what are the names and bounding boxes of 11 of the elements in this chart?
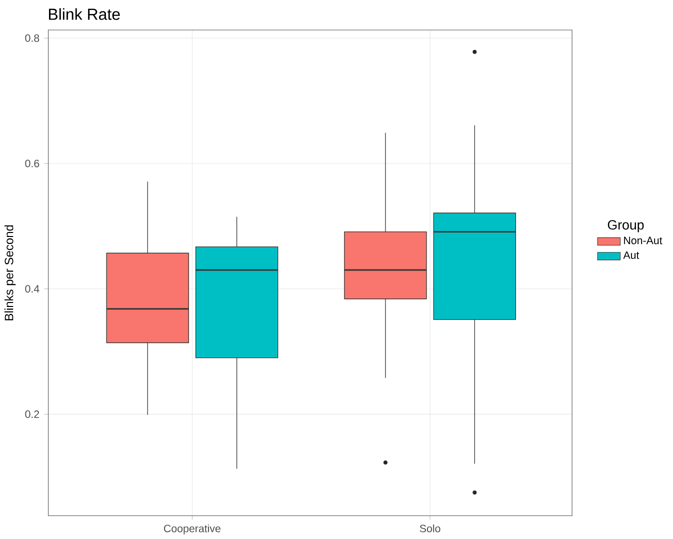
y-tick-label: 0.8 xyxy=(25,34,40,42)
y-axis-title: Blinks per Second xyxy=(4,225,16,320)
legend-label: Non-Aut xyxy=(624,236,662,244)
y-tick-label: 0.2 xyxy=(25,410,40,418)
y-tick-label: 0.6 xyxy=(25,160,40,168)
y-tick-label: 0.4 xyxy=(25,285,40,293)
legend-label: Aut xyxy=(623,252,640,259)
legend-title: Group xyxy=(608,220,644,232)
x-tick-label: Cooperative xyxy=(164,524,220,534)
x-tick-label: Solo xyxy=(420,524,440,532)
chart-title: Blink Rate xyxy=(48,8,120,20)
